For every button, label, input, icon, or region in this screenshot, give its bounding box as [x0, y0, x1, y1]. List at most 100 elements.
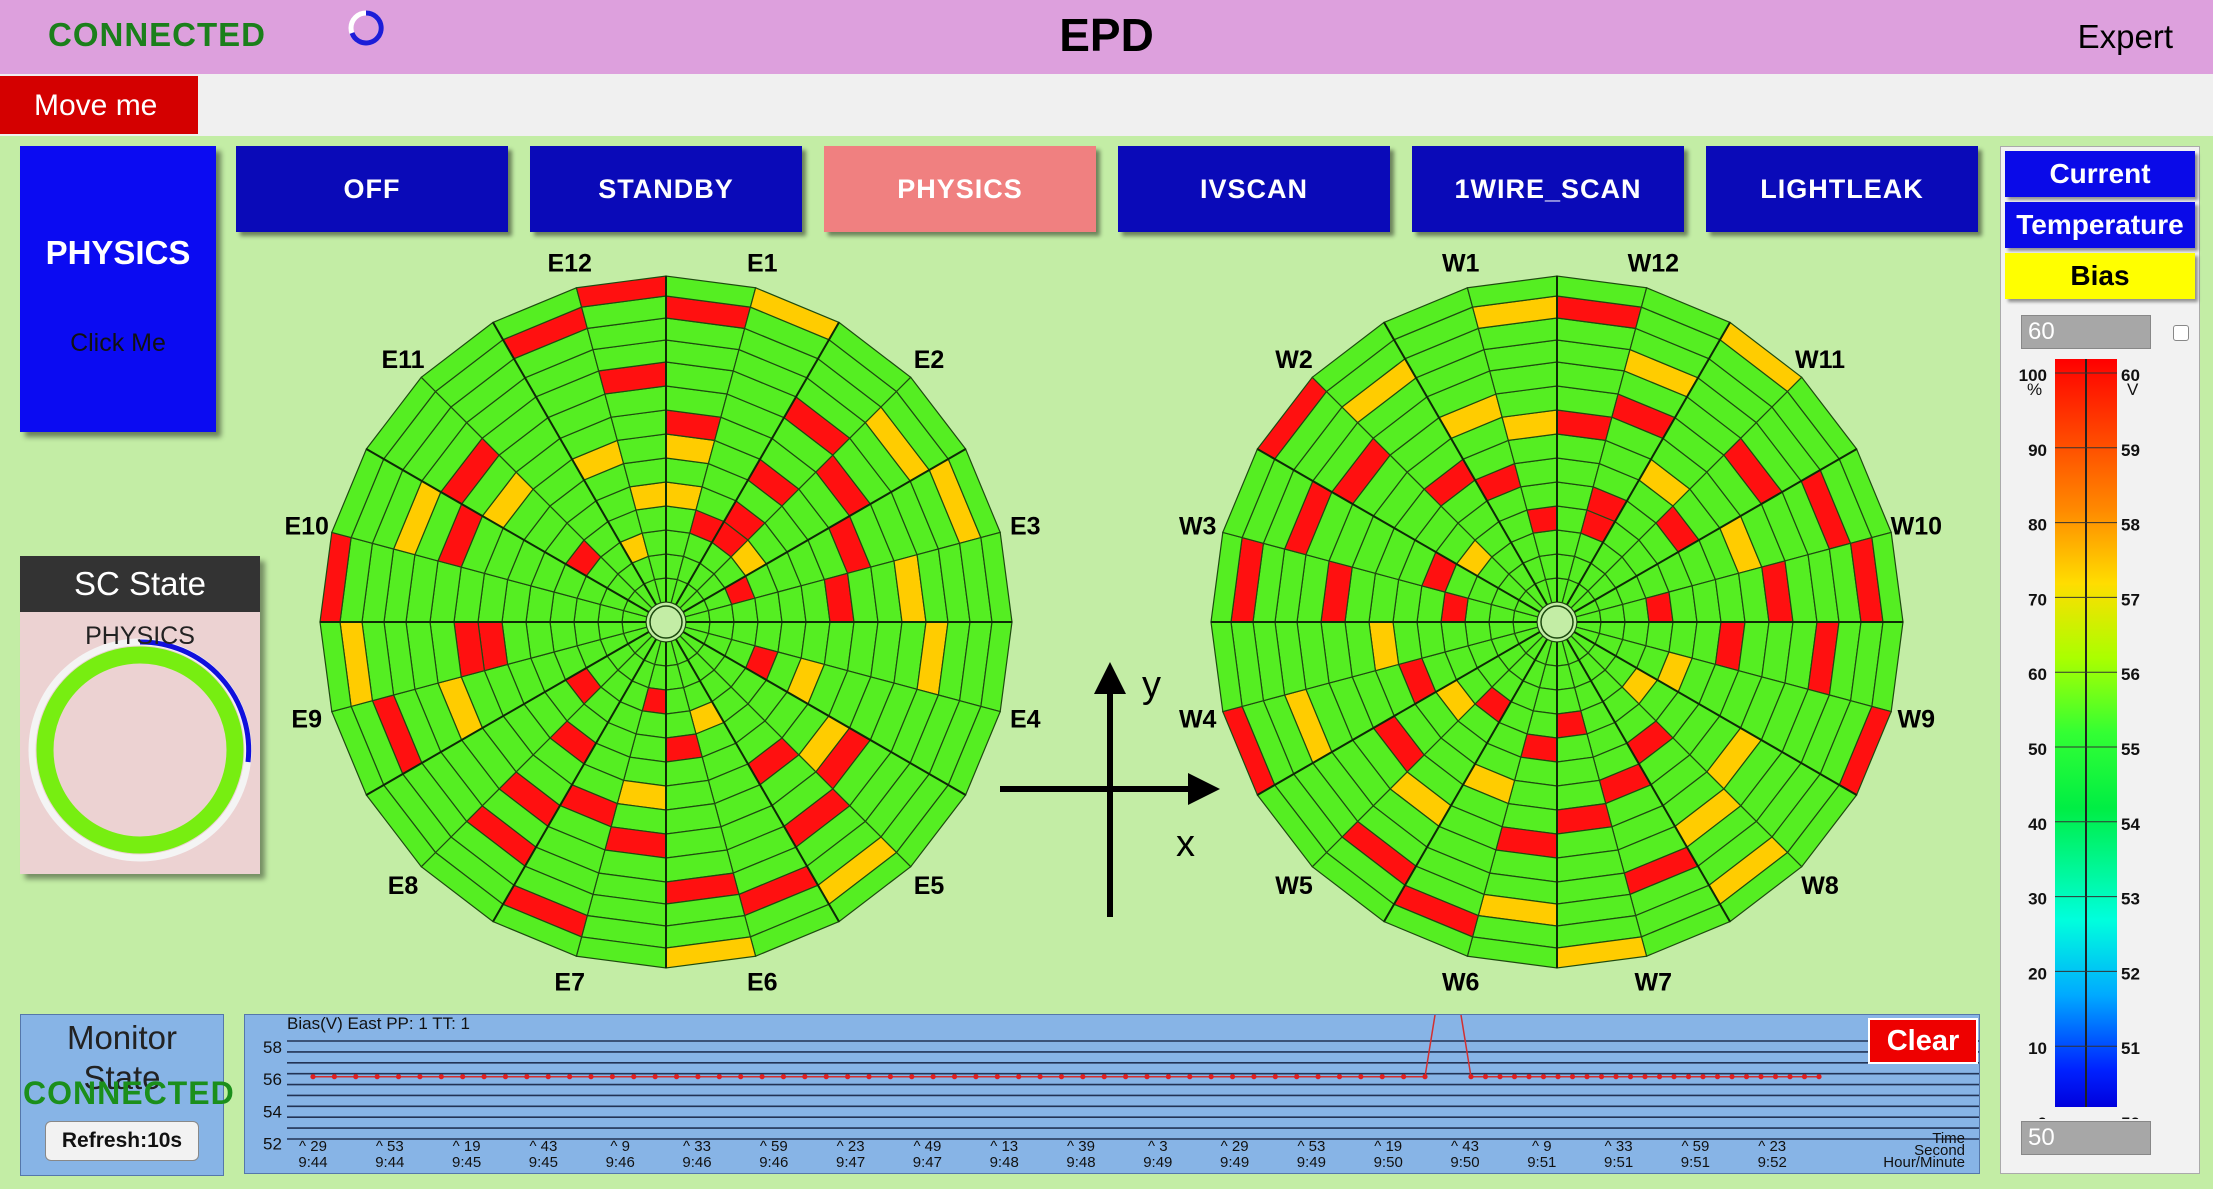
sector-label: W11 [1795, 346, 1845, 374]
sector-label: W4 [1179, 705, 1217, 733]
scale-pct-unit: % [2027, 380, 2042, 399]
sector-label: W7 [1635, 968, 1673, 996]
graph-x-time: 9:45 [452, 1154, 481, 1171]
sector-label: E12 [547, 250, 591, 278]
state-off-button[interactable]: OFF [236, 146, 508, 232]
sector-label: E8 [388, 872, 419, 900]
y-axis-label: y [1142, 664, 1161, 706]
scale-volt-tick: 57 [2121, 590, 2140, 609]
scale-volt-tick: 50 [2121, 1114, 2140, 1119]
graph-x-second: ^ 19 [1374, 1138, 1402, 1155]
graph-x-second: ^ 53 [1297, 1138, 1325, 1155]
bias-history-graph: Bias(V) East PP: 1 TT: 1 58 56 54 52 ^ 29 9:4… [244, 1014, 1980, 1174]
click-me-hint: Click Me [70, 329, 166, 357]
graph-x-second: ^ 13 [990, 1138, 1018, 1155]
sector-label: W8 [1801, 872, 1839, 900]
sector-label: W1 [1442, 250, 1480, 278]
sector-label: E5 [914, 872, 945, 900]
sector-label: E10 [284, 513, 328, 541]
graph-y-tick: 54 [263, 1102, 282, 1121]
refresh-button[interactable]: Refresh:10s [45, 1121, 199, 1161]
monitor-state-panel: Monitor State CONNECTED Refresh:10s [20, 1014, 234, 1176]
scale-pct-tick: 70 [2028, 590, 2047, 609]
sector-label: E3 [1010, 513, 1041, 541]
sc-state-ring [28, 638, 252, 862]
sector-label: E4 [1010, 705, 1041, 733]
sc-state-panel: SC State PHYSICS [20, 556, 260, 874]
sector-label: E2 [914, 346, 945, 374]
sector-label: E9 [291, 705, 322, 733]
epd-wheels: E1 E2 E3 E4 E5 E6 E7 E8 E9 E10 E11 E12 W1 W2 W3 W4 W5 W6… [284, 250, 1942, 997]
graph-x-second: ^ 29 [299, 1138, 327, 1155]
sector-label: E1 [747, 250, 778, 278]
scale-volt-tick: 54 [2121, 815, 2140, 834]
graph-x-second: ^ 43 [529, 1138, 557, 1155]
scale-pct-tick: 30 [2028, 890, 2047, 909]
graph-x-time: 9:47 [836, 1154, 865, 1171]
sector-label: W6 [1442, 968, 1480, 996]
graph-x-second: ^ 9 [610, 1138, 630, 1155]
monitor-title-line2: State [83, 1059, 161, 1096]
autoscale-checkbox[interactable] [2173, 325, 2189, 341]
state-standby-button[interactable]: STANDBY [530, 146, 802, 232]
graph-x-second: ^ 9 [1532, 1138, 1552, 1155]
bias-button[interactable]: Bias [2005, 253, 2195, 299]
graph-x-second: ^ 23 [837, 1138, 865, 1155]
scale-pct-tick: 80 [2028, 516, 2047, 535]
scale-min-input[interactable]: 50 [2021, 1121, 2151, 1155]
sector-label: W5 [1275, 872, 1313, 900]
x-axis-label: x [1176, 823, 1195, 865]
graph-x-time: 9:49 [1143, 1154, 1172, 1171]
scale-volt-tick: 52 [2121, 964, 2140, 983]
current-button[interactable]: Current [2005, 151, 2195, 197]
scale-pct-tick: 10 [2028, 1039, 2047, 1058]
graph-x-time: 9:50 [1450, 1154, 1479, 1171]
graph-x-time: 9:51 [1604, 1154, 1633, 1171]
expert-mode-link[interactable]: Expert [2077, 18, 2173, 55]
scale-volt-tick: 58 [2121, 516, 2140, 535]
scale-volt-tick: 51 [2121, 1039, 2140, 1058]
graph-x-second: ^ 33 [683, 1138, 711, 1155]
temperature-button[interactable]: Temperature [2005, 202, 2195, 248]
move-me-button[interactable]: Move me [0, 76, 198, 134]
sc-state-title: SC State [20, 556, 260, 612]
current-state-label: PHYSICS [45, 234, 191, 271]
state-1wire-scan-button[interactable]: 1WIRE_SCAN [1412, 146, 1684, 232]
scale-pct-tick: 0 [2038, 1114, 2047, 1119]
current-state-button[interactable]: PHYSICS Click Me [20, 146, 216, 432]
graph-x-time: 9:44 [298, 1154, 327, 1171]
color-scale-panel: Current Temperature Bias 60 100 60 90 59 80 5… [2000, 146, 2200, 1174]
sector-label: E11 [381, 346, 424, 374]
axes-diagram: y x [1000, 662, 1220, 917]
toolbar-strip [0, 74, 2213, 136]
graph-y-tick: 52 [263, 1134, 282, 1153]
scale-pct-tick: 60 [2028, 665, 2047, 684]
sector-label: E7 [554, 968, 585, 996]
graph-x-second: ^ 3 [1148, 1138, 1168, 1155]
graph-axis-label: Time [1932, 1130, 1965, 1147]
sc-state-value: PHYSICS [85, 622, 195, 650]
scale-pct-tick: 20 [2028, 964, 2047, 983]
scale-ticks: 100 60 90 59 80 58 70 57 60 56 50 55 40 54 30 53 20 52 10 5… [2019, 366, 2141, 1119]
scale-volt-tick: 53 [2121, 890, 2140, 909]
sector-label: W2 [1275, 346, 1313, 374]
graph-x-time: 9:47 [913, 1154, 942, 1171]
scale-volt-tick: 55 [2121, 740, 2140, 759]
graph-x-second: ^ 29 [1221, 1138, 1249, 1155]
graph-x-second: ^ 23 [1758, 1138, 1786, 1155]
graph-x-time: 9:50 [1374, 1154, 1403, 1171]
color-scale: 100 60 90 59 80 58 70 57 60 56 50 55 40 54 30 53 20 52 10 5… [2019, 359, 2141, 1119]
monitor-title-line1: Monitor [66, 1019, 178, 1056]
scale-max-input[interactable]: 60 [2021, 315, 2151, 349]
graph-x-second: ^ 53 [376, 1138, 404, 1155]
graph-x-second: ^ 19 [453, 1138, 481, 1155]
clear-graph-button[interactable]: Clear [1868, 1018, 1978, 1064]
state-physics-button[interactable]: PHYSICS [824, 146, 1096, 232]
graph-x-second: ^ 49 [913, 1138, 941, 1155]
west-wheel: W1 W2 W3 W4 W5 W6 W7 W8 W9 W10 W11 W12 [1179, 250, 1942, 997]
state-lightleak-button[interactable]: LIGHTLEAK [1706, 146, 1978, 232]
graph-y-tick: 58 [263, 1038, 282, 1057]
state-ivscan-button[interactable]: IVSCAN [1118, 146, 1390, 232]
connection-status: CONNECTED [48, 16, 267, 53]
